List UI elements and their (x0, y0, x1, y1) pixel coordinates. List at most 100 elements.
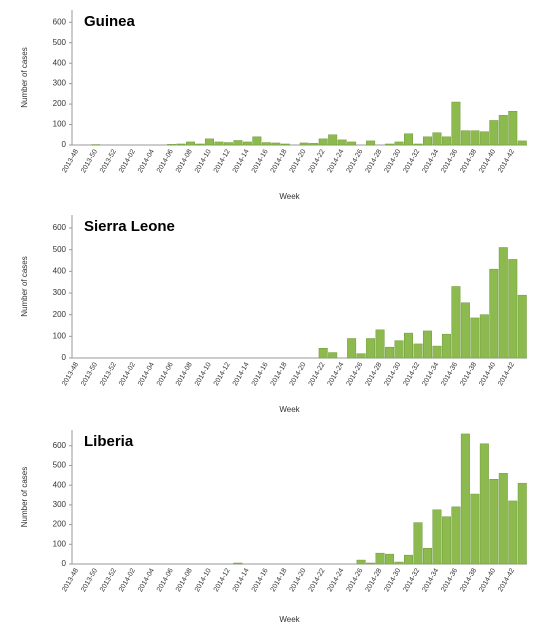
x-tick-label: 2014-36 (440, 567, 459, 593)
x-tick-label: 2014-34 (421, 148, 440, 174)
chart-title: Liberia (84, 433, 134, 450)
y-tick-label: 600 (53, 17, 67, 26)
x-tick-label: 2014-02 (118, 567, 137, 593)
x-tick-label: 2014-38 (459, 148, 478, 174)
bar (441, 333, 451, 359)
bar (441, 136, 451, 146)
bar (309, 143, 319, 146)
x-tick-label: 2014-30 (383, 148, 402, 174)
bar (441, 516, 451, 565)
x-axis-label: Week (279, 405, 300, 414)
x-tick-label: 2014-42 (497, 567, 516, 593)
x-tick-label: 2014-14 (232, 148, 251, 174)
bar (394, 561, 404, 565)
x-tick-label: 2014-26 (346, 148, 365, 174)
x-tick-label: 2014-10 (194, 361, 213, 387)
bar (366, 562, 376, 565)
x-tick-label: 2014-32 (402, 148, 421, 174)
bar (422, 330, 432, 359)
bar (470, 317, 480, 359)
y-tick-label: 500 (53, 245, 67, 254)
x-tick-label: 2014-28 (364, 148, 383, 174)
bar (498, 247, 508, 359)
bar (498, 473, 508, 565)
bar (385, 553, 395, 565)
x-tick-label: 2014-34 (421, 361, 440, 387)
bar (347, 141, 357, 146)
y-tick-label: 0 (62, 353, 67, 362)
x-tick-label: 2014-20 (289, 361, 308, 387)
x-tick-label: 2014-18 (270, 361, 289, 387)
x-tick-label: 2013-50 (80, 148, 99, 174)
y-tick-label: 400 (53, 480, 67, 489)
y-axis-label: Number of cases (20, 47, 29, 107)
x-tick-label: 2014-22 (308, 567, 327, 593)
bar (432, 509, 442, 565)
bar (375, 552, 385, 565)
y-tick-label: 300 (53, 79, 67, 88)
bar (460, 130, 470, 146)
bar (167, 144, 177, 146)
bar (404, 332, 414, 359)
bar (385, 346, 395, 359)
x-tick-label: 2014-16 (251, 361, 270, 387)
bar (460, 433, 470, 565)
bar (252, 136, 262, 146)
x-tick-label: 2014-06 (156, 148, 175, 174)
bar (280, 143, 290, 146)
y-tick-label: 300 (53, 500, 67, 509)
bar (356, 559, 366, 565)
x-tick-label: 2014-10 (194, 148, 213, 174)
y-tick-label: 200 (53, 99, 67, 108)
x-tick-label: 2014-40 (478, 148, 497, 174)
x-tick-label: 2014-22 (308, 148, 327, 174)
bar (176, 143, 186, 146)
bar (366, 338, 376, 359)
bar (460, 302, 470, 359)
bar (422, 547, 432, 565)
x-tick-label: 2014-42 (497, 148, 516, 174)
x-tick-label: 2013-50 (80, 567, 99, 593)
x-tick-label: 2014-30 (383, 567, 402, 593)
x-tick-label: 2014-18 (270, 567, 289, 593)
bar (233, 140, 243, 146)
x-tick-label: 2014-16 (251, 567, 270, 593)
x-tick-label: 2014-14 (232, 361, 251, 387)
bar (233, 562, 243, 565)
bar (432, 132, 442, 146)
bar (508, 111, 518, 146)
x-tick-label: 2014-38 (459, 361, 478, 387)
bar (451, 101, 461, 146)
x-tick-label: 2013-48 (61, 361, 80, 387)
bar (413, 343, 423, 359)
x-tick-label: 2013-52 (99, 567, 118, 593)
x-tick-label: 2014-02 (118, 361, 137, 387)
bar (498, 115, 508, 146)
bar (451, 286, 461, 359)
y-tick-label: 0 (62, 559, 67, 568)
y-axis-label: Number of cases (20, 467, 29, 527)
x-tick-label: 2014-22 (308, 361, 327, 387)
x-tick-label: 2014-38 (459, 567, 478, 593)
bar (479, 131, 489, 146)
x-tick-label: 2014-06 (156, 567, 175, 593)
chart-title: Guinea (84, 13, 136, 30)
bar (328, 134, 338, 146)
x-tick-label: 2014-32 (402, 567, 421, 593)
x-tick-label: 2014-08 (175, 567, 194, 593)
x-tick-label: 2013-48 (61, 567, 80, 593)
bar (347, 338, 357, 359)
x-tick-label: 2014-04 (137, 148, 156, 174)
bar (261, 142, 271, 146)
x-tick-label: 2013-52 (99, 361, 118, 387)
y-tick-label: 0 (62, 140, 67, 149)
bar (517, 140, 527, 146)
x-tick-label: 2014-18 (270, 148, 289, 174)
x-tick-label: 2014-36 (440, 148, 459, 174)
y-tick-label: 200 (53, 520, 67, 529)
x-tick-label: 2014-14 (232, 567, 251, 593)
x-tick-label: 2014-12 (213, 148, 232, 174)
bar (318, 348, 328, 359)
y-tick-label: 100 (53, 331, 67, 340)
bar (356, 353, 366, 359)
